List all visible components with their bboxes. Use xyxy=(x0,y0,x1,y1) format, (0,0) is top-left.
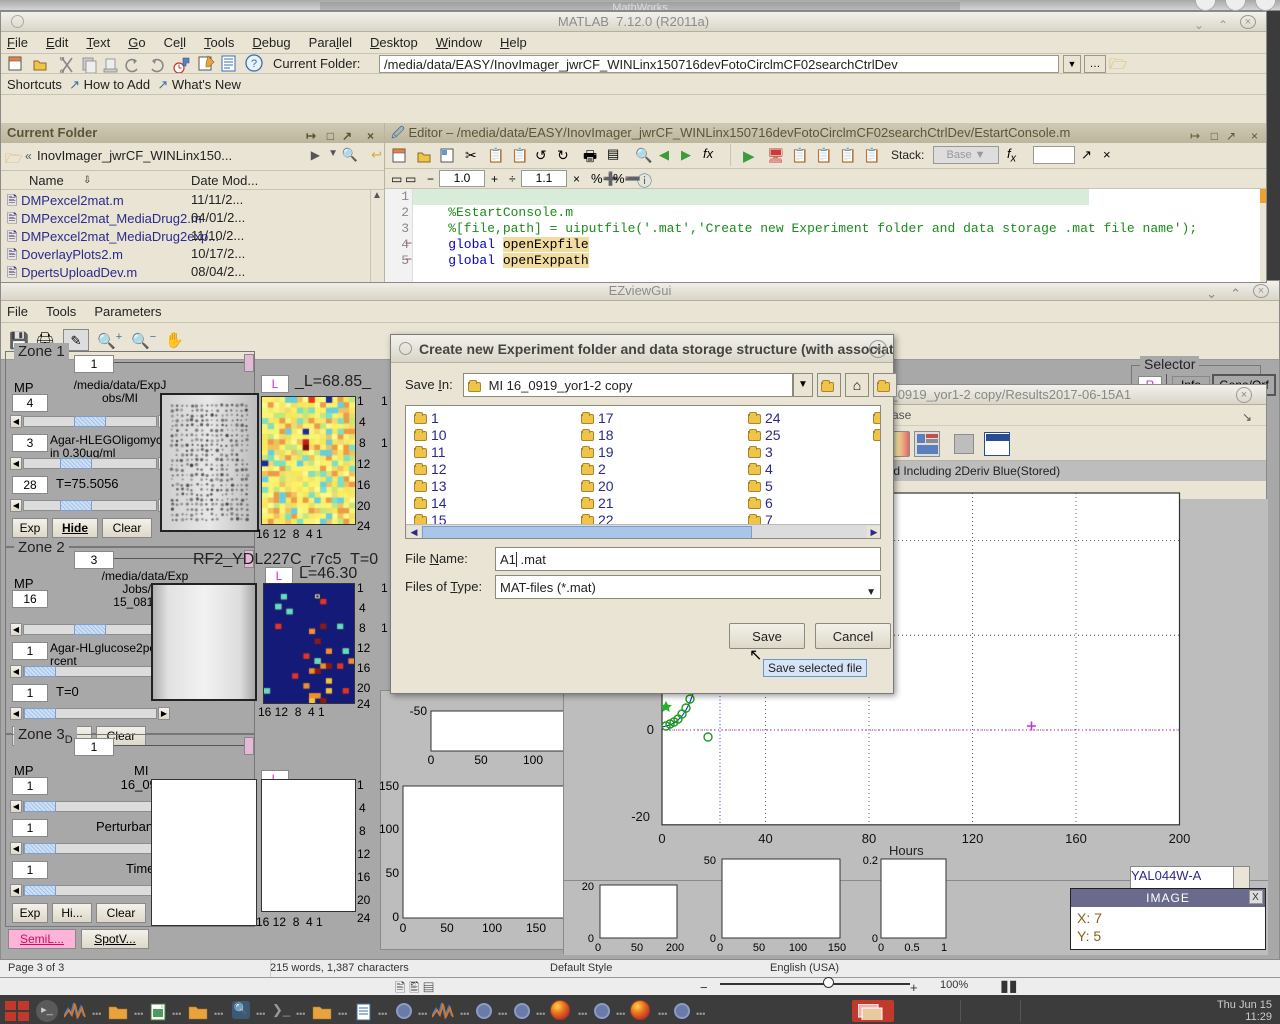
svg-text:0: 0 xyxy=(588,933,594,945)
svg-text:0.2: 0.2 xyxy=(863,855,878,867)
svg-text:-50: -50 xyxy=(410,704,428,718)
svg-text:0: 0 xyxy=(392,910,399,924)
svg-text:120: 120 xyxy=(961,831,983,846)
svg-text:80: 80 xyxy=(862,831,876,846)
svg-text:200: 200 xyxy=(666,942,684,954)
svg-text:0: 0 xyxy=(595,942,601,954)
svg-text:200: 200 xyxy=(1168,831,1190,846)
svg-text:0: 0 xyxy=(428,753,435,767)
svg-text:-20: -20 xyxy=(631,809,650,824)
svg-text:0: 0 xyxy=(647,722,654,737)
svg-text:0: 0 xyxy=(878,942,884,954)
svg-text:50: 50 xyxy=(440,921,454,935)
svg-text:50: 50 xyxy=(753,942,765,954)
svg-text:150: 150 xyxy=(379,779,399,793)
svg-text:150: 150 xyxy=(526,921,546,935)
svg-text:0.5: 0.5 xyxy=(904,942,919,954)
svg-text:160: 160 xyxy=(1065,831,1087,846)
svg-text:20: 20 xyxy=(582,881,594,893)
svg-text:100: 100 xyxy=(379,822,399,836)
svg-text:50: 50 xyxy=(704,855,716,867)
svg-text:0: 0 xyxy=(400,921,407,935)
svg-text:100: 100 xyxy=(482,921,502,935)
svg-text:?: ? xyxy=(251,58,257,70)
svg-text:100: 100 xyxy=(789,942,807,954)
svg-text:40: 40 xyxy=(758,831,772,846)
svg-text:0: 0 xyxy=(658,831,665,846)
svg-text:150: 150 xyxy=(828,942,846,954)
svg-text:50: 50 xyxy=(386,866,400,880)
svg-text:50: 50 xyxy=(474,753,488,767)
svg-text:1: 1 xyxy=(941,942,947,954)
svg-text:50: 50 xyxy=(631,942,643,954)
svg-text:0: 0 xyxy=(710,933,716,945)
svg-text:100: 100 xyxy=(523,753,543,767)
svg-text:0: 0 xyxy=(717,942,723,954)
